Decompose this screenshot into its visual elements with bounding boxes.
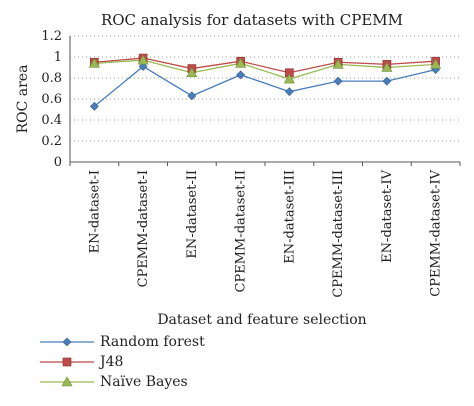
x-tick-labels: EN-dataset-I CPEMM-dataset-I EN-dataset-II… bbox=[87, 169, 443, 297]
x-tick-label: EN-dataset-IV bbox=[380, 169, 395, 262]
legend-label: J48 bbox=[100, 354, 124, 370]
y-tick-label: 0.4 bbox=[41, 113, 62, 128]
x-tick-label: CPEMM-dataset-II bbox=[234, 170, 249, 293]
data-point bbox=[430, 58, 442, 69]
x-tick-label: CPEMM-dataset-IV bbox=[429, 169, 444, 296]
x-tick-label: CPEMM-dataset-III bbox=[331, 170, 346, 298]
y-axis-label: ROC area bbox=[15, 65, 31, 134]
data-point bbox=[186, 67, 198, 78]
series-line bbox=[93, 65, 436, 107]
data-point bbox=[332, 58, 344, 69]
legend-swatch bbox=[40, 357, 94, 367]
legend-item: J48 bbox=[40, 352, 205, 372]
y-tick-label: 0 bbox=[54, 155, 62, 170]
data-point bbox=[62, 337, 72, 347]
data-point bbox=[61, 376, 73, 387]
y-tick-label: 0.6 bbox=[41, 92, 62, 107]
data-point bbox=[381, 61, 393, 72]
axes bbox=[69, 36, 461, 166]
data-point bbox=[382, 76, 392, 86]
y-tick-label: 1 bbox=[54, 50, 62, 65]
series-lines bbox=[88, 53, 442, 111]
x-tick-label: EN-dataset-III bbox=[282, 170, 297, 264]
legend-label: Random forest bbox=[100, 334, 205, 350]
y-tick-labels: 0 0.2 0.4 0.6 0.8 1 1.2 bbox=[41, 29, 62, 170]
series-line bbox=[94, 59, 436, 80]
x-tick-label: EN-dataset-I bbox=[87, 170, 102, 253]
legend-item: Random forest bbox=[40, 332, 205, 352]
y-tick-label: 0.8 bbox=[41, 71, 62, 86]
data-point bbox=[137, 54, 149, 65]
y-tick-label: 1.2 bbox=[41, 29, 62, 44]
series-line bbox=[94, 57, 436, 74]
data-point bbox=[89, 101, 99, 111]
x-axis-label: Dataset and feature selection bbox=[157, 312, 366, 328]
gridlines bbox=[70, 35, 460, 142]
data-point bbox=[284, 87, 294, 97]
data-point bbox=[283, 73, 295, 84]
legend-item: Naïve Bayes bbox=[40, 372, 205, 392]
legend-swatch bbox=[40, 337, 94, 347]
chart-title: ROC analysis for datasets with CPEMM bbox=[101, 11, 403, 29]
data-point bbox=[187, 91, 197, 101]
legend-label: Naïve Bayes bbox=[100, 374, 188, 390]
data-point bbox=[333, 76, 343, 86]
x-tick-label: CPEMM-dataset-I bbox=[136, 170, 151, 287]
y-tick-label: 0.2 bbox=[41, 134, 62, 149]
x-tick-label: EN-dataset-II bbox=[185, 170, 200, 259]
legend-swatch bbox=[40, 376, 94, 387]
legend: Random forest J48 Naïve Bayes bbox=[40, 332, 205, 392]
data-point bbox=[62, 357, 72, 367]
data-point bbox=[88, 57, 100, 68]
data-point bbox=[235, 57, 247, 68]
data-point bbox=[236, 70, 246, 80]
data-point bbox=[138, 62, 148, 71]
